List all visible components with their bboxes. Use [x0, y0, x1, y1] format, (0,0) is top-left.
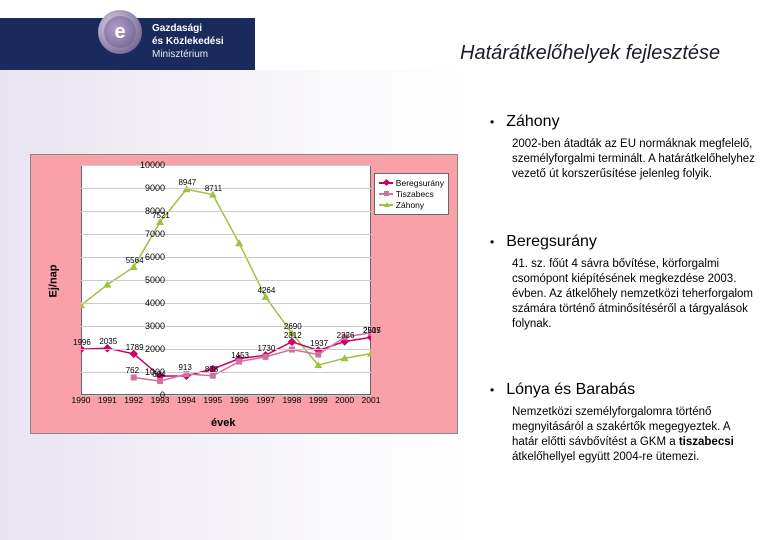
data-point-label: 7521	[152, 211, 170, 220]
section-lonya: • Lónya és Barabás Nemzetközi személyfor…	[490, 380, 758, 465]
data-point-label: 2035	[99, 337, 117, 346]
section-body-beregsurany: 41. sz. főút 4 sávra bővítése, körforgal…	[490, 257, 758, 332]
x-tick-label: 1992	[122, 395, 146, 405]
data-point-label: 1789	[126, 343, 144, 352]
org-line-2: és Közlekedési	[152, 35, 224, 48]
x-tick-label: 2000	[333, 395, 357, 405]
data-point-label: 2690	[284, 322, 302, 331]
section-title-beregsurany: Beregsurány	[506, 232, 597, 253]
data-point-label: 762	[126, 366, 139, 375]
data-point-label: 2326	[337, 331, 355, 340]
y-tick-label: 5000	[135, 275, 165, 285]
y-tick-label: 7000	[135, 229, 165, 239]
ministry-name: Gazdasági és Közlekedési Minisztérium	[152, 22, 224, 61]
org-line-3: Minisztérium	[152, 48, 224, 61]
bullet-icon: •	[490, 383, 494, 399]
y-tick-label: 9000	[135, 183, 165, 193]
y-tick-label: 10000	[135, 160, 165, 170]
org-line-1: Gazdasági	[152, 22, 224, 35]
data-point-label: 604	[152, 370, 165, 379]
x-tick-label: 1990	[69, 395, 93, 405]
page-title: Határátkelőhelyek fejlesztése	[460, 42, 720, 65]
section-body-lonya: Nemzetközi személyforgalomra történő meg…	[490, 405, 758, 465]
data-point-label: 2515	[363, 326, 381, 335]
section-title-zahony: Záhony	[506, 112, 559, 133]
bullet-icon: •	[490, 235, 494, 251]
x-tick-label: 1994	[174, 395, 198, 405]
ministry-logo: e	[98, 10, 142, 54]
y-tick-label: 3000	[135, 321, 165, 331]
data-point-label: 913	[178, 363, 191, 372]
logo-letter: e	[104, 16, 136, 48]
legend-item: Záhony	[379, 200, 444, 210]
bullet-icon: •	[490, 115, 494, 131]
chart-container: Ej/nap évek BeregsurányTiszabecsZáhony 0…	[30, 154, 458, 434]
data-point-label: 8711	[205, 184, 222, 193]
data-point-label: 2312	[284, 331, 302, 340]
section-beregsurany: • Beregsurány 41. sz. főút 4 sávra bővít…	[490, 232, 758, 331]
legend-item: Beregsurány	[379, 178, 444, 188]
data-point-label: 1730	[258, 344, 276, 353]
y-axis-label: Ej/nap	[48, 264, 60, 297]
x-tick-label: 2001	[359, 395, 383, 405]
data-point-label: 1996	[73, 338, 91, 347]
y-tick-label: 4000	[135, 298, 165, 308]
x-tick-label: 1999	[306, 395, 330, 405]
section-body-zahony: 2002-ben átadták az EU normáknak megfele…	[490, 137, 758, 182]
x-tick-label: 1993	[148, 395, 172, 405]
x-axis-label: évek	[211, 417, 235, 429]
data-point-label: 4264	[258, 286, 276, 295]
section-zahony: • Záhony 2002-ben átadták az EU normákna…	[490, 112, 758, 182]
data-point-label: 838	[205, 365, 218, 374]
data-point-label: 1453	[231, 351, 249, 360]
x-tick-label: 1991	[95, 395, 119, 405]
x-tick-label: 1995	[201, 395, 225, 405]
x-tick-label: 1998	[280, 395, 304, 405]
chart-legend: BeregsurányTiszabecsZáhony	[374, 173, 449, 215]
x-tick-label: 1996	[227, 395, 251, 405]
data-point-label: 1937	[310, 339, 328, 348]
x-tick-label: 1997	[254, 395, 278, 405]
data-point-label: 8947	[178, 178, 196, 187]
legend-item: Tiszabecs	[379, 189, 444, 199]
section-title-lonya: Lónya és Barabás	[506, 380, 635, 401]
data-point-label: 5564	[126, 256, 144, 265]
